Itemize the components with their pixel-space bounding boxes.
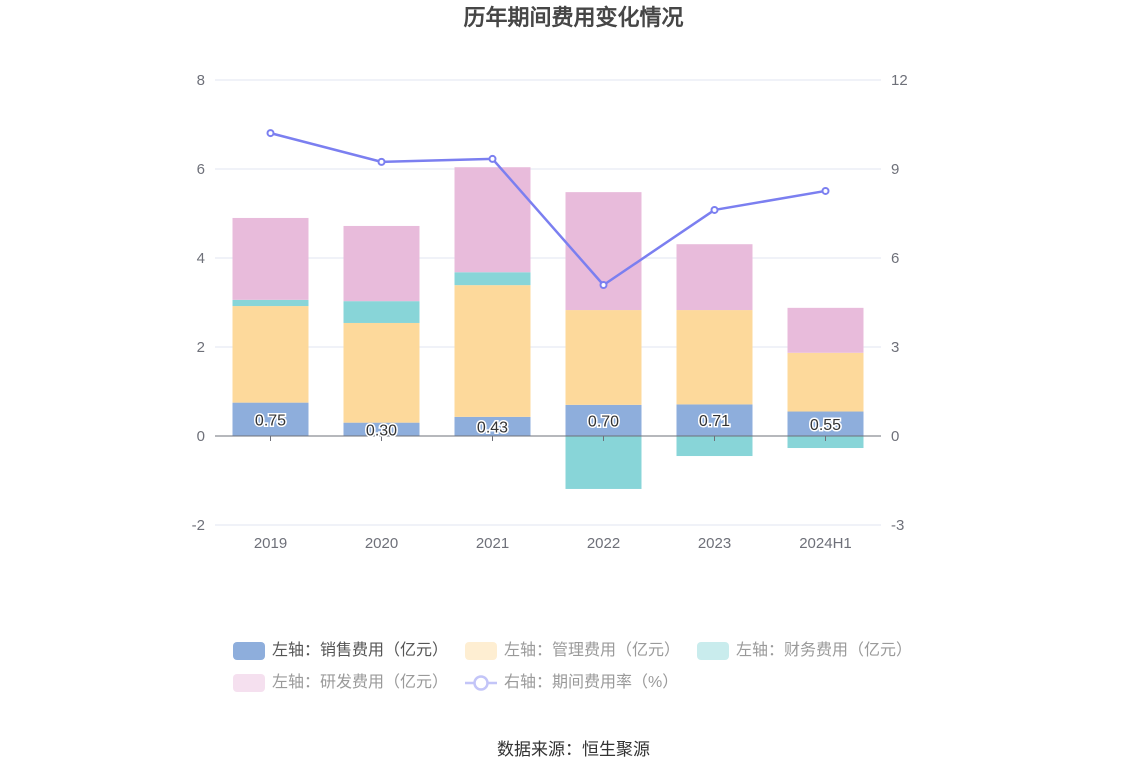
bar-data-label: 0.75 [255, 412, 286, 429]
legend-label-expense-ratio: 右轴：期间费用率（%） [504, 674, 679, 691]
legend-swatch-rd-expense [233, 674, 265, 692]
legend-item-sales-expense[interactable]: 左轴：销售费用（亿元） [233, 642, 448, 660]
bar-data-label: 0.55 [810, 417, 841, 434]
expense-ratio-line [270, 131, 826, 287]
expense-ratio-point [488, 154, 497, 163]
bar-segment [454, 285, 531, 417]
bar-segment [787, 411, 864, 436]
line-layer [266, 129, 830, 289]
bar-segment [787, 436, 864, 449]
expense-ratio-point [266, 129, 275, 138]
left-axis-tick-label: 8 [197, 72, 205, 89]
legend-line-circle-icon [465, 675, 497, 691]
category-label: 2019 [254, 535, 287, 552]
grid-layer [215, 79, 881, 526]
bar-segment [232, 299, 309, 307]
legend-swatch-admin-expense [465, 642, 497, 660]
source-note: 数据来源：恒生聚源 [497, 740, 650, 759]
legend-swatch-sales-expense [233, 642, 265, 660]
expense-ratio-point [821, 186, 830, 195]
left-axis-tick-label: 2 [197, 339, 205, 356]
left-axis-tick-label: 4 [197, 250, 205, 267]
bar-segment [676, 436, 753, 457]
expense-ratio-point [599, 280, 608, 289]
label-layer: 0.75 0.30 0.43 0.70 0.71 0.55 [253, 411, 842, 441]
bar-segment [343, 225, 420, 302]
right-axis-tick-label: 12 [891, 72, 908, 89]
bar-segment [343, 301, 420, 323]
legend-label-rd-expense: 左轴：研发费用（亿元） [272, 674, 449, 691]
bar-data-label: 0.70 [588, 413, 619, 430]
legend-item-rd-expense[interactable]: 左轴：研发费用（亿元） [233, 674, 448, 692]
bar-segment [676, 310, 753, 405]
legend-label-admin-expense: 左轴：管理费用（亿元） [504, 642, 681, 659]
bar-data-label: 0.30 [366, 422, 397, 439]
legend-label-finance-expense: 左轴：财务费用（亿元） [736, 642, 913, 659]
bar-segment [232, 217, 309, 300]
axis-layer: -2 0 2 4 6 8 -3 0 3 6 9 12 2019 2020 2021 2022 2023 2024H… [192, 72, 908, 552]
bar-segment [454, 167, 531, 273]
bar-segment [343, 422, 420, 436]
left-axis-tick-label: -2 [192, 517, 205, 534]
left-axis-tick-label: 0 [197, 428, 205, 445]
category-label: 2024H1 [799, 535, 852, 552]
bar-layer [232, 167, 864, 489]
expense-ratio-point [377, 157, 386, 166]
category-label: 2022 [587, 535, 620, 552]
bar-data-label: 0.71 [699, 413, 730, 430]
left-axis-tick-label: 6 [197, 161, 205, 178]
category-label: 2023 [698, 535, 731, 552]
right-axis-tick-label: 6 [891, 250, 899, 267]
bar-segment [787, 352, 864, 412]
bar-segment [232, 306, 309, 403]
category-label: 2020 [365, 535, 398, 552]
bar-segment [565, 192, 642, 311]
right-axis-tick-label: 0 [891, 428, 899, 445]
legend-label-sales-expense: 左轴：销售费用（亿元） [272, 642, 449, 659]
bar-segment [343, 322, 420, 423]
bar-data-label: 0.43 [477, 419, 508, 436]
legend-item-expense-ratio[interactable]: 右轴：期间费用率（%） [465, 674, 678, 692]
bar-segment [232, 402, 309, 436]
bar-segment [676, 404, 753, 436]
legend-item-admin-expense[interactable]: 左轴：管理费用（亿元） [465, 642, 680, 660]
bar-segment [676, 244, 753, 311]
bar-segment [454, 416, 531, 436]
category-label: 2021 [476, 535, 509, 552]
right-axis-tick-label: -3 [891, 517, 904, 534]
bar-segment [787, 307, 864, 353]
bar-segment [454, 272, 531, 286]
bar-segment [565, 310, 642, 405]
legend-item-finance-expense[interactable]: 左轴：财务费用（亿元） [697, 642, 912, 660]
right-axis-tick-label: 9 [891, 161, 899, 178]
bar-segment [565, 436, 642, 489]
bar-segment [565, 404, 642, 436]
expense-ratio-point [710, 205, 719, 214]
legend-swatch-finance-expense [697, 642, 729, 660]
right-axis-tick-label: 3 [891, 339, 899, 356]
chart-title: 历年期间费用变化情况 [463, 5, 684, 30]
